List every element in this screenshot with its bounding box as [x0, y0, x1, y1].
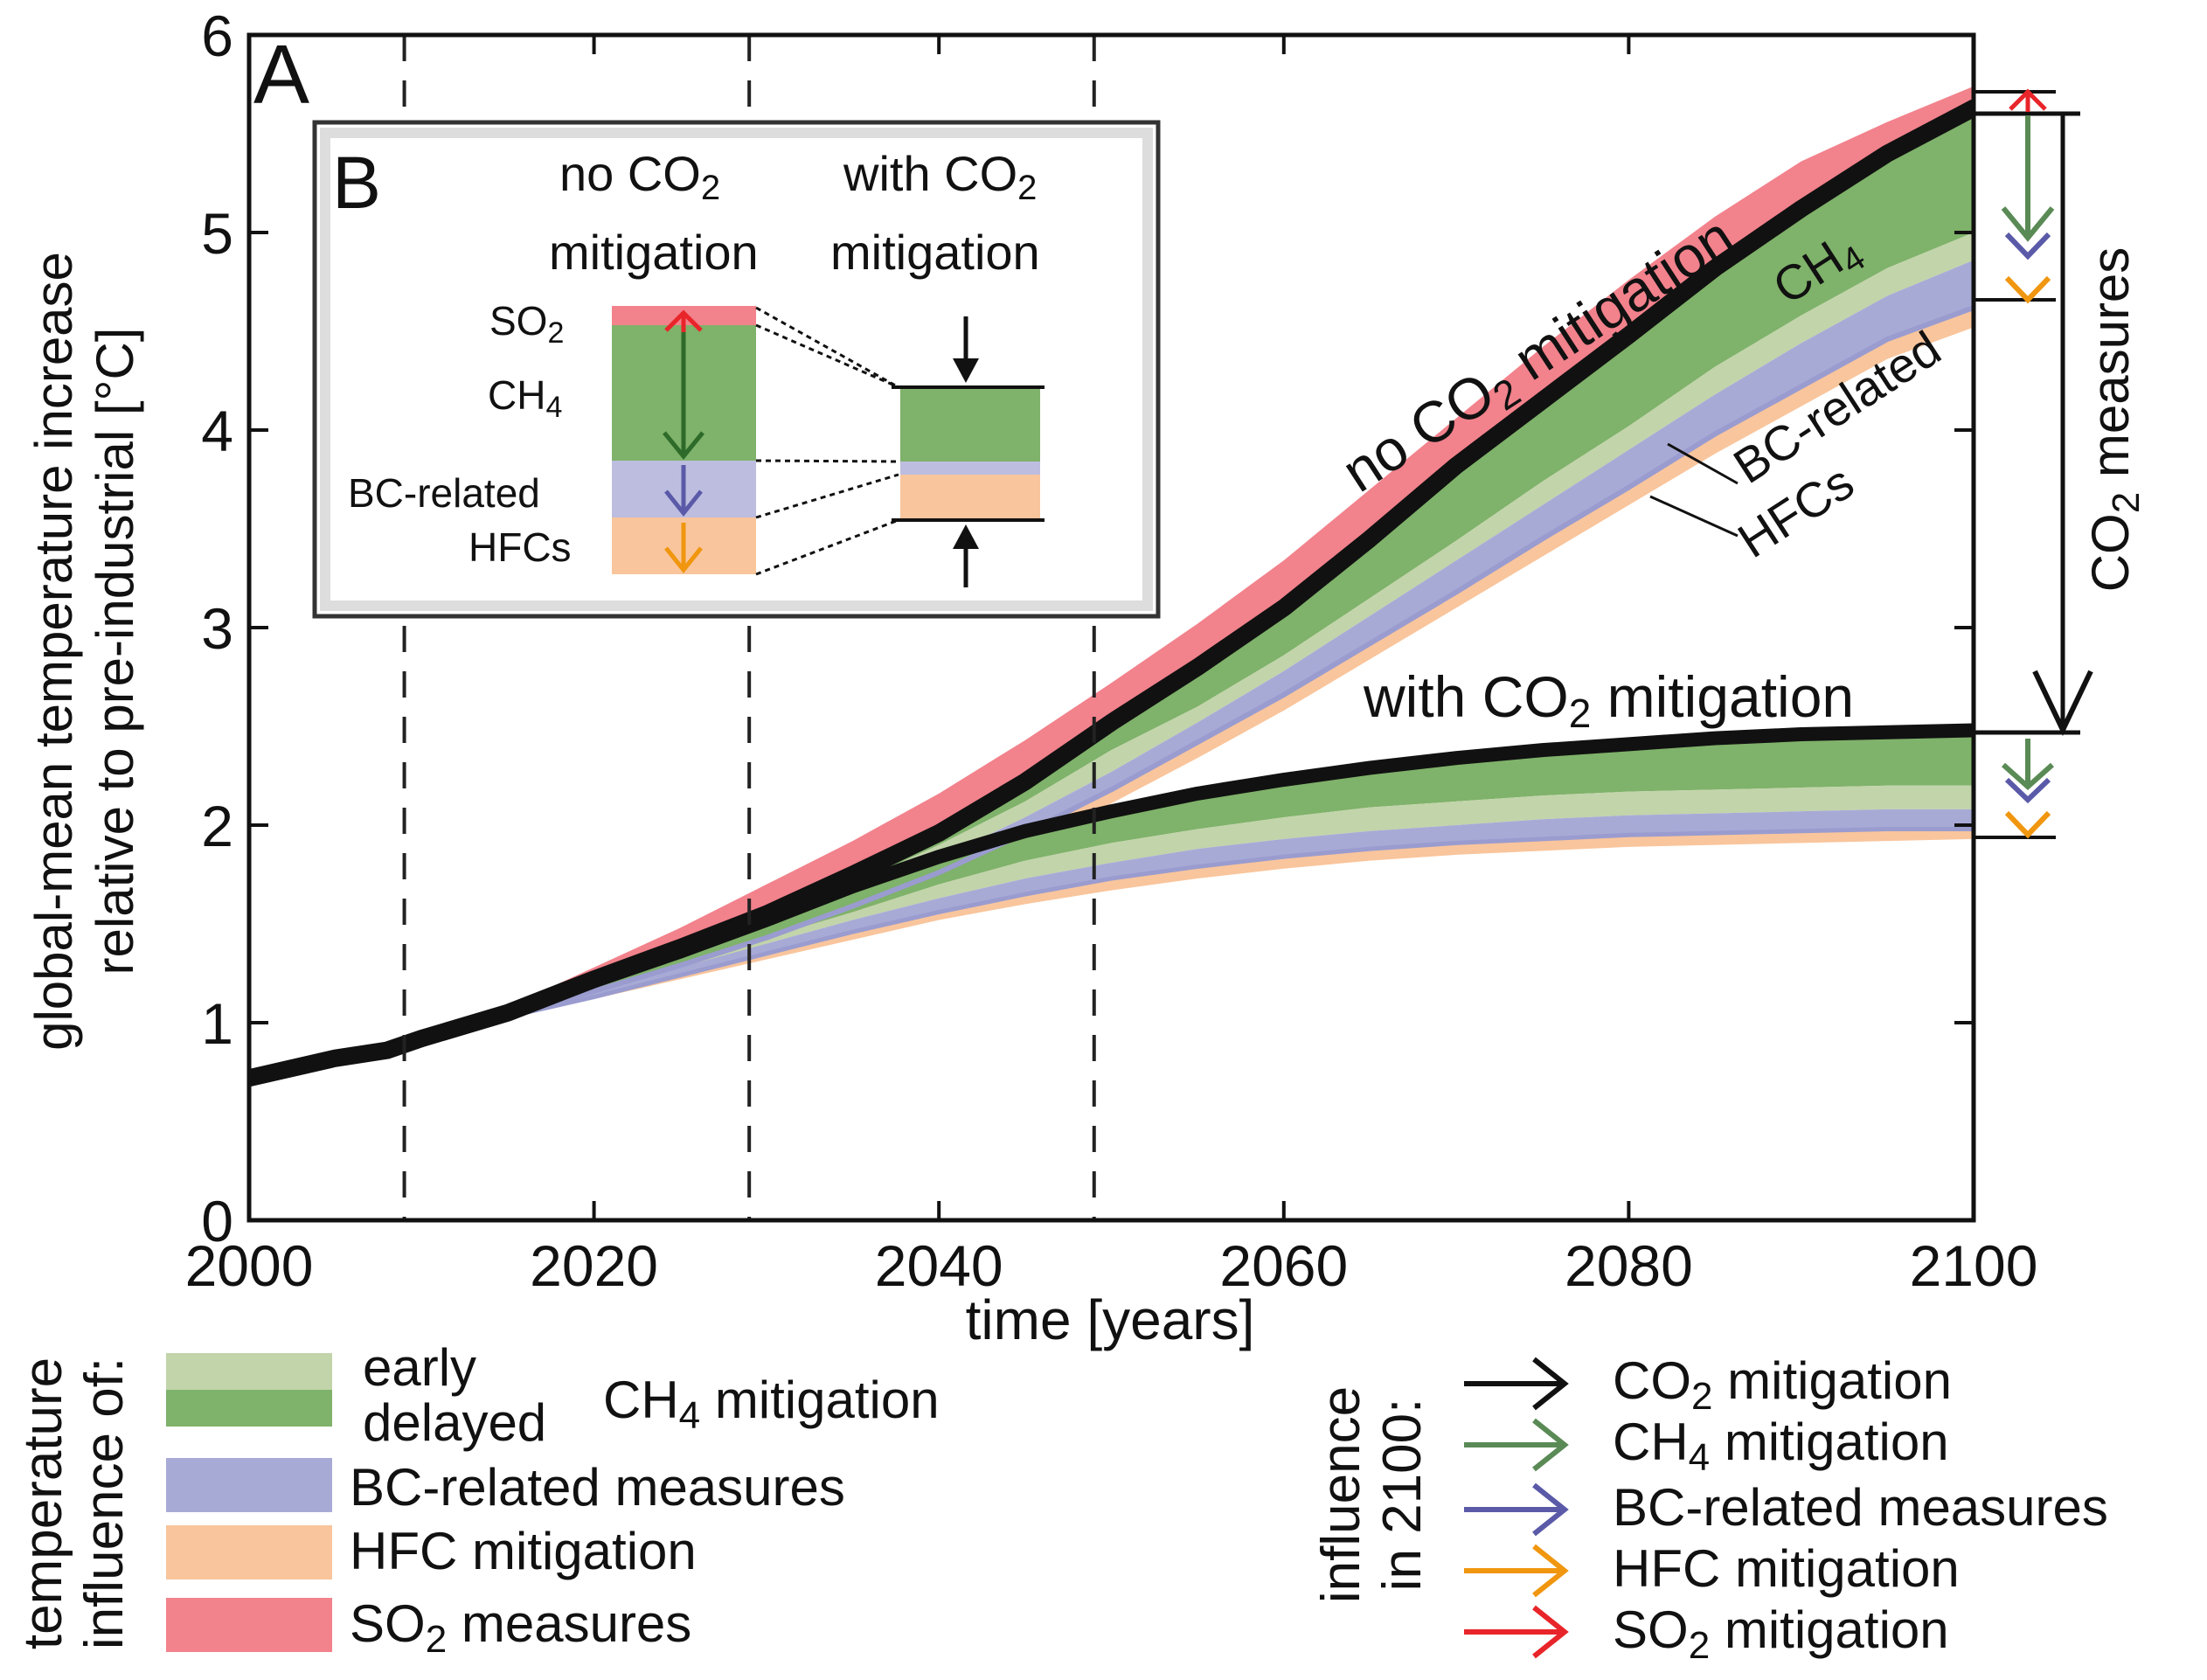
- inset-row-bc: BC-related: [348, 470, 540, 516]
- x-tick-label: 2000: [185, 1233, 314, 1298]
- no-co2-effect-arrows: [1974, 88, 2056, 304]
- panel-b-label: B: [332, 142, 381, 224]
- legend-swatch-bc: [166, 1458, 332, 1512]
- legend-bc: BC-related measures: [350, 1458, 845, 1517]
- legend-right-title-line1: influence: [1311, 1386, 1371, 1603]
- y-axis-label-line2: relative to pre-industrial [°C]: [86, 328, 144, 975]
- area-layer: [249, 86, 1974, 1087]
- legend-swatch-so2: [166, 1598, 332, 1652]
- inset-row-so2: SO2: [489, 298, 564, 350]
- x-tick-label: 2080: [1565, 1233, 1693, 1298]
- x-tick-label: 2100: [1910, 1233, 2038, 1298]
- y-tick-label: 0: [201, 1189, 233, 1253]
- band-ch4-early-noco2: [249, 233, 1974, 1079]
- legend-r-hfc: HFC mitigation: [1613, 1539, 1960, 1598]
- inset-col1-header-line1: no CO2: [559, 146, 720, 207]
- x-tick-label: 2040: [875, 1233, 1003, 1298]
- legend-swatch-early: [166, 1353, 332, 1390]
- inset-right-bar-ch4: [900, 387, 1040, 462]
- co2-measures-label: CO2 measures: [2081, 247, 2148, 593]
- legend-hfc: HFC mitigation: [350, 1522, 697, 1580]
- inset-row-ch4: CH4: [488, 372, 562, 424]
- band-bc-withco2: [249, 809, 1974, 1079]
- inset-col1-header-line2: mitigation: [549, 225, 759, 280]
- with-co2-mitigation-label: with CO2 mitigation: [1363, 664, 1854, 736]
- legend-left-title-line1: temperature: [13, 1357, 73, 1649]
- y-tick-label: 1: [201, 991, 233, 1056]
- legend-swatch-hfc: [166, 1525, 332, 1579]
- y-tick-label: 5: [201, 201, 233, 266]
- inset-row-hfcs: HFCs: [468, 524, 572, 570]
- band-ch4-delayed-withco2: [249, 730, 1974, 1079]
- inset-right-bar-hfc: [900, 475, 1040, 520]
- hfcs-leader-line: [1649, 495, 1739, 538]
- y-axis-ticks: 0 1 2 3 4 5 6: [201, 3, 1974, 1253]
- with-co2-effect-arrows: [1974, 739, 2056, 839]
- co2-measures-bracket: [1967, 111, 2093, 736]
- legend-temperature-influence: temperature influence of: early delayed …: [13, 1338, 940, 1661]
- legend-r-co2: CO2 mitigation: [1613, 1351, 1952, 1418]
- panel-a-label: A: [253, 28, 309, 121]
- y-axis-label-line1: global-mean temperature increase: [24, 252, 83, 1051]
- inset-col2-header-line1: with CO2: [843, 146, 1037, 207]
- x-tick-label: 2020: [530, 1233, 658, 1298]
- x-axis-ticks: 2000 2020 2040 2060 2080 2100: [185, 35, 2038, 1298]
- x-axis-label: time [years]: [966, 1288, 1255, 1351]
- y-tick-label: 4: [201, 399, 233, 463]
- legend-early: early: [363, 1338, 476, 1397]
- legend-influence-2100: influence in 2100: CO2 mitigation CH4 mi…: [1311, 1351, 2108, 1667]
- y-tick-label: 2: [201, 794, 233, 858]
- legend-so2: SO2 measures: [350, 1594, 691, 1661]
- legend-ch4-mitigation: CH4 mitigation: [603, 1371, 940, 1437]
- legend-r-bc: BC-related measures: [1613, 1478, 2108, 1537]
- legend-delayed: delayed: [363, 1393, 546, 1452]
- y-tick-label: 3: [201, 596, 233, 661]
- inset-col2-header-line2: mitigation: [830, 225, 1040, 280]
- legend-left-title-line2: influence of:: [74, 1357, 135, 1649]
- inset-panel-b: B no CO2 mitigation with CO2 mitigation …: [312, 120, 1161, 619]
- legend-r-ch4: CH4 mitigation: [1613, 1413, 1949, 1479]
- y-tick-label: 6: [201, 3, 233, 68]
- x-tick-label: 2060: [1219, 1233, 1348, 1298]
- legend-swatch-delayed: [166, 1390, 332, 1427]
- band-ch4-early-withco2: [249, 785, 1974, 1079]
- inset-right-bar-bc: [900, 462, 1040, 475]
- bc-leader-line: [1667, 442, 1739, 485]
- band-so2-noco2: [249, 86, 1974, 1079]
- legend-r-so2: SO2 mitigation: [1613, 1600, 1949, 1667]
- legend-right-title-line2: in 2100:: [1372, 1399, 1433, 1592]
- line-no-co2: [249, 99, 1974, 1087]
